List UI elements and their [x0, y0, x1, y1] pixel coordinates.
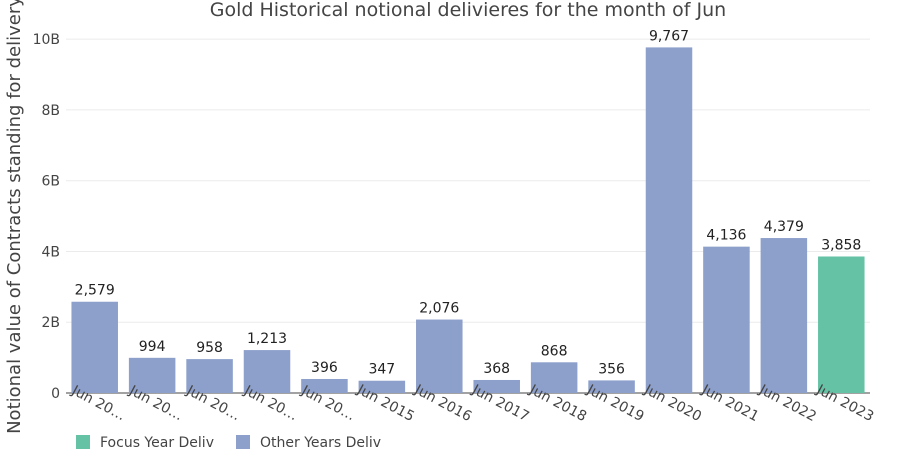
bar-11[interactable] — [645, 47, 693, 393]
y-tick-label: 10B — [33, 32, 60, 48]
data-labels: 2,579 994 958 1,213 396 347 2,076 368 868 356 9,76… — [75, 28, 862, 377]
data-label: 2,076 — [419, 301, 459, 317]
data-label: 396 — [311, 360, 338, 376]
data-label: 868 — [541, 343, 568, 359]
y-tick-label: 6B — [41, 174, 60, 190]
y-axis-ticks: 0 2B 4B 6B 8B 10B — [33, 32, 60, 402]
data-label: 368 — [483, 361, 510, 377]
bar-2[interactable] — [128, 357, 176, 393]
bar-3[interactable] — [186, 359, 233, 393]
legend-swatch-focus — [76, 435, 90, 449]
data-label: 958 — [196, 340, 223, 356]
data-label: 9,767 — [649, 28, 689, 44]
x-axis-ticks: Jun 20…Jun 20…Jun 20…Jun 20…Jun 20…Jun 2… — [68, 381, 876, 425]
data-label: 4,379 — [764, 219, 804, 235]
legend-swatch-other — [236, 435, 250, 449]
bar-9[interactable] — [530, 362, 578, 393]
data-label: 994 — [139, 339, 166, 355]
bar-12[interactable] — [703, 246, 750, 393]
data-label: 356 — [598, 361, 625, 377]
bar-13[interactable] — [760, 238, 808, 393]
bar-7[interactable] — [416, 319, 463, 393]
legend-item-focus[interactable]: Focus Year Deliv — [100, 435, 214, 451]
y-axis-label: Notional value of Contracts standing for… — [4, 0, 25, 434]
chart-title: Gold Historical notional delivieres for … — [210, 0, 726, 21]
data-label: 4,136 — [706, 228, 746, 244]
y-tick-label: 8B — [41, 103, 60, 119]
legend[interactable]: Focus Year Deliv Other Years Deliv — [76, 435, 381, 451]
bar-1[interactable] — [71, 301, 118, 393]
y-tick-label: 2B — [41, 315, 60, 331]
bar-8[interactable] — [473, 379, 520, 393]
data-label: 2,579 — [75, 283, 115, 299]
bar-10[interactable] — [588, 380, 635, 393]
bars — [71, 47, 865, 393]
data-label: 1,213 — [247, 331, 287, 347]
y-tick-label: 0 — [51, 386, 60, 402]
bar-14[interactable] — [818, 256, 865, 393]
data-label: 3,858 — [821, 237, 861, 253]
y-tick-label: 4B — [41, 244, 60, 260]
legend-item-other[interactable]: Other Years Deliv — [260, 435, 381, 451]
data-label: 347 — [368, 362, 395, 378]
bar-5[interactable] — [301, 378, 348, 393]
bar-6[interactable] — [358, 380, 406, 393]
bar-4[interactable] — [243, 350, 291, 393]
